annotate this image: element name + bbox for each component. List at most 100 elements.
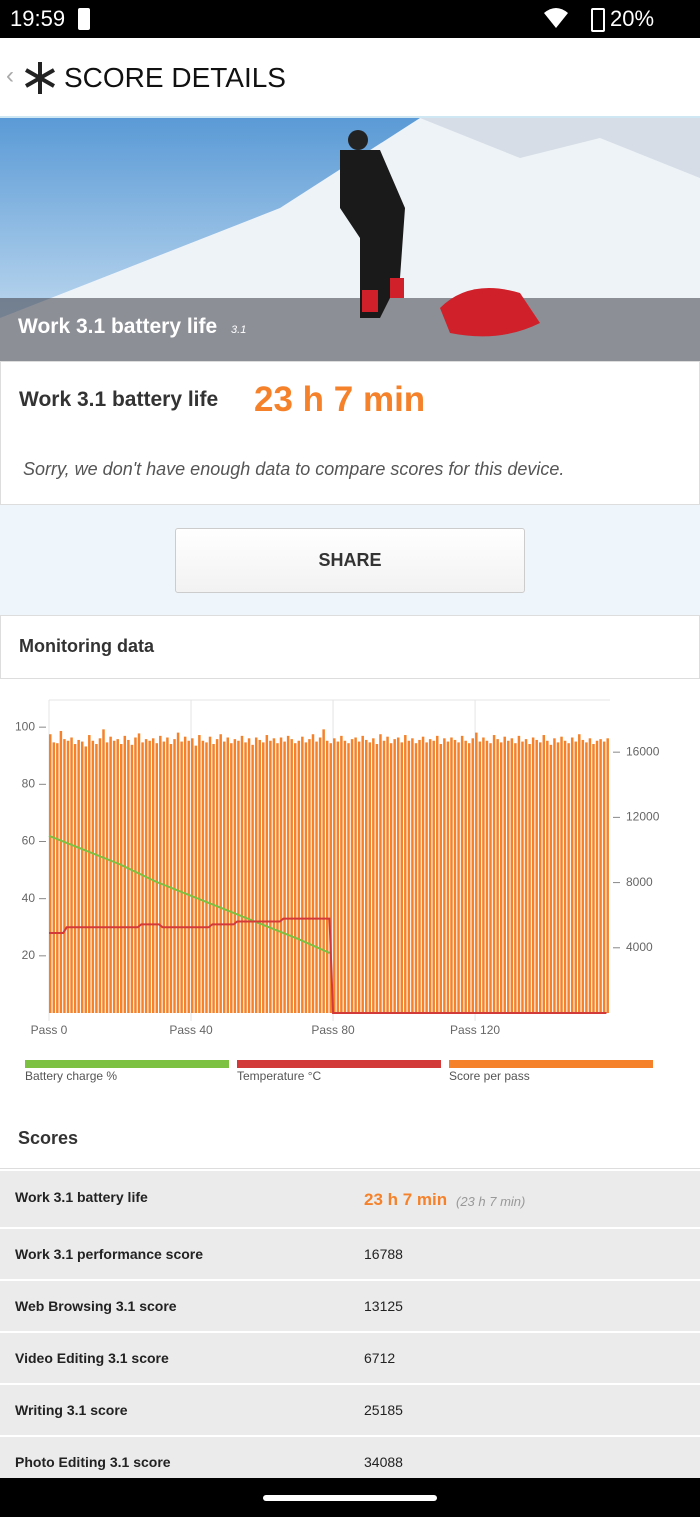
y2-tick-label: 12000	[626, 810, 660, 824]
bar	[134, 737, 137, 1013]
bar	[66, 740, 70, 1013]
home-indicator[interactable]	[263, 1495, 437, 1501]
bar	[602, 741, 606, 1013]
bar	[262, 742, 265, 1013]
legend-label: Score per pass	[449, 1069, 530, 1083]
bar	[393, 739, 396, 1013]
bar	[382, 740, 386, 1013]
score-name: Video Editing 3.1 score	[15, 1350, 169, 1366]
battery-icon	[591, 8, 605, 32]
bar	[258, 739, 261, 1013]
bar	[329, 743, 332, 1013]
bar	[507, 740, 510, 1013]
bar	[379, 734, 382, 1013]
bar	[361, 735, 364, 1013]
bar	[592, 744, 595, 1013]
bar	[205, 742, 208, 1013]
bar	[272, 738, 276, 1013]
bar	[333, 738, 336, 1013]
bar	[318, 737, 322, 1013]
bar	[357, 741, 361, 1013]
y-tick-label: 80	[22, 776, 36, 790]
bar	[340, 735, 343, 1013]
legend-label: Battery charge %	[25, 1069, 117, 1083]
bar	[116, 739, 119, 1013]
bar	[457, 742, 460, 1013]
bar	[585, 742, 588, 1013]
bar	[49, 734, 52, 1013]
bar	[237, 740, 240, 1013]
score-row: Photo Editing 3.1 score 34088	[0, 1437, 700, 1479]
result-row: Work 3.1 battery life 23 h 7 min	[0, 361, 700, 441]
alert-icon	[78, 8, 90, 30]
bar	[368, 742, 372, 1013]
series-line	[48, 834, 330, 954]
share-button[interactable]: SHARE	[175, 528, 525, 593]
bar	[563, 740, 567, 1013]
bar	[574, 741, 577, 1013]
score-name: Work 3.1 performance score	[15, 1246, 204, 1262]
app-bar: ‹ SCORE DETAILS	[0, 38, 700, 118]
bar	[365, 739, 368, 1013]
back-button[interactable]: ‹	[6, 62, 14, 89]
bar	[201, 740, 205, 1013]
notice-box: Sorry, we don't have enough data to comp…	[0, 439, 700, 505]
banner-title: Work 3.1 battery life 3.1	[18, 315, 246, 339]
bar	[499, 742, 503, 1013]
bar	[70, 737, 73, 1013]
bar	[425, 742, 428, 1013]
bar	[123, 735, 127, 1013]
battery-level: 20%	[610, 6, 655, 31]
score-value: 16788	[364, 1246, 403, 1262]
bar	[301, 736, 304, 1013]
y2-tick-label: 16000	[626, 744, 660, 758]
score-value: 13125	[364, 1298, 403, 1314]
bar	[265, 735, 269, 1013]
bar	[485, 740, 489, 1013]
legend-swatch	[25, 1060, 229, 1068]
y-tick-label: 60	[22, 834, 36, 848]
x-tick-label: Pass 40	[169, 1023, 213, 1037]
bar	[503, 736, 506, 1013]
bar	[127, 739, 130, 1013]
bar	[524, 739, 528, 1013]
bar	[311, 734, 315, 1013]
bar	[215, 739, 219, 1013]
bar	[251, 744, 254, 1013]
wifi-icon	[544, 8, 568, 28]
bar	[347, 743, 350, 1013]
monitoring-title: Monitoring data	[19, 636, 154, 656]
bar	[325, 740, 329, 1013]
bar	[549, 744, 553, 1013]
score-value: 25185	[364, 1402, 403, 1418]
bar	[428, 739, 432, 1013]
bar	[226, 737, 230, 1013]
result-value: 23 h 7 min	[254, 380, 426, 419]
bar	[286, 735, 290, 1013]
bar	[432, 740, 435, 1013]
bar	[73, 744, 77, 1013]
score-value: 34088	[364, 1454, 403, 1470]
bar	[453, 739, 457, 1013]
score-name: Web Browsing 3.1 score	[15, 1298, 177, 1314]
bar	[510, 738, 514, 1013]
bar	[240, 735, 244, 1013]
clock: 19:59	[10, 6, 66, 31]
bar	[556, 742, 560, 1013]
bar	[467, 743, 471, 1013]
bar	[514, 743, 517, 1013]
bar	[84, 746, 87, 1013]
score-row: Work 3.1 performance score 16788	[0, 1229, 700, 1279]
score-name: Photo Editing 3.1 score	[15, 1454, 171, 1470]
app-logo	[25, 62, 55, 94]
bar	[88, 735, 91, 1013]
legend-swatch	[237, 1060, 441, 1068]
bar	[407, 740, 411, 1013]
banner-version: 3.1	[231, 324, 247, 336]
bar	[492, 735, 496, 1013]
bar	[482, 737, 485, 1013]
bar	[606, 738, 609, 1013]
bar	[63, 739, 66, 1013]
banner-image	[0, 118, 700, 361]
bar	[141, 742, 144, 1013]
